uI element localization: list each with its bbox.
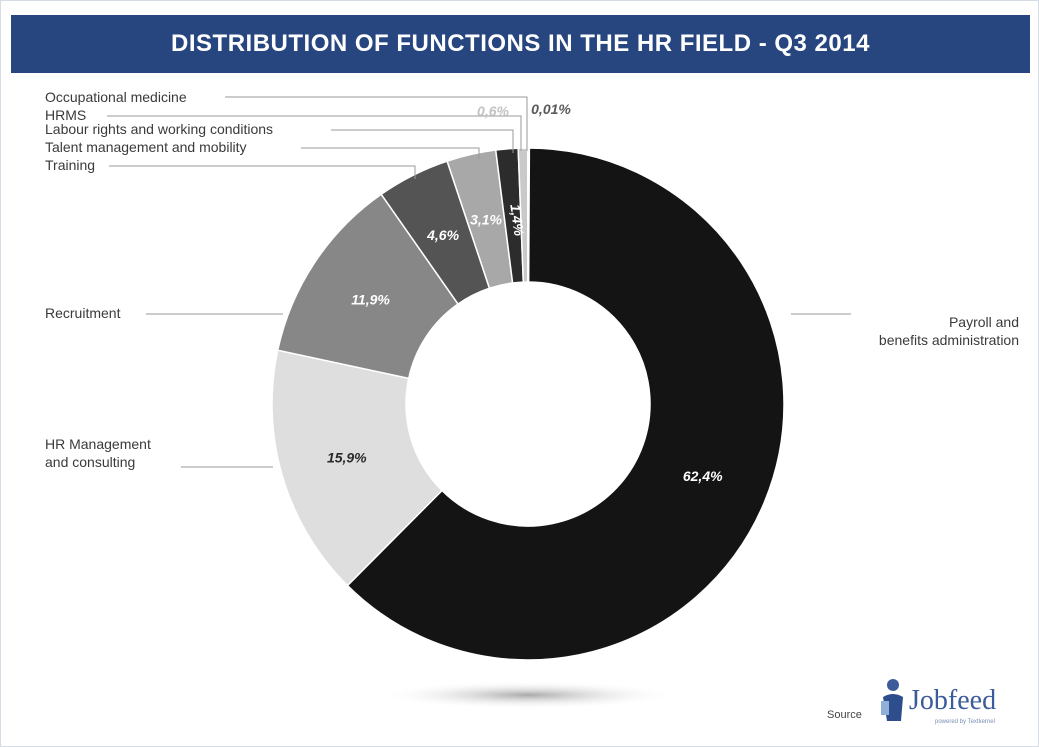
category-label-hr-management-and-consulting-line-2: and consulting	[45, 454, 135, 470]
logo-text: Jobfeed	[909, 685, 996, 716]
category-label-training: Training	[45, 157, 95, 173]
slices-layer	[271, 147, 785, 661]
value-label-payroll-and-benefits-administration: 62,4%	[683, 468, 723, 484]
category-label-labour-rights-and-working-conditions: Labour rights and working conditions	[45, 121, 273, 137]
jobfeed-logo-icon	[881, 679, 903, 721]
value-label-hrms: 0,6%	[477, 103, 509, 119]
category-label-hrms: HRMS	[45, 107, 86, 123]
leader-line-occupational-medicine	[225, 96, 528, 151]
leader-line-hrms	[107, 115, 522, 151]
category-label-hr-management-and-consulting-line-1: HR Management	[45, 436, 151, 452]
leader-lines-layer	[107, 96, 851, 468]
category-label-occupational-medicine: Occupational medicine	[45, 89, 187, 105]
category-labels-layer: Payroll and benefits administration HR Man…	[45, 89, 1019, 470]
jobfeed-logo[interactable]: Jobfeed powered by Textkernel	[879, 675, 1029, 731]
category-label-recruitment: Recruitment	[45, 305, 121, 321]
source-label: Source	[827, 709, 862, 721]
donut-slice-hr-management-and-consulting[interactable]	[271, 349, 444, 587]
leader-line-training	[109, 165, 416, 179]
value-label-talent-management-and-mobility: 3,1%	[470, 212, 502, 228]
value-labels-layer: 62,4% 15,9% 11,9% 4,6% 3,1% 1,4% 0,6% 0,01%	[327, 101, 723, 484]
value-label-training: 4,6%	[426, 227, 459, 243]
category-label-payroll-and-benefits-administration-line-2: benefits administration	[879, 332, 1019, 348]
title-banner: DISTRIBUTION OF FUNCTIONS IN THE HR FIEL…	[11, 15, 1030, 73]
category-label-talent-management-and-mobility: Talent management and mobility	[45, 139, 247, 155]
chart-shadow	[378, 681, 678, 709]
category-label-payroll-and-benefits-administration-line-1: Payroll and	[949, 314, 1019, 330]
leader-line-labour-rights-and-working-conditions	[331, 129, 514, 153]
donut-slice-payroll-and-benefits-administration[interactable]	[346, 147, 785, 661]
value-label-recruitment: 11,9%	[351, 291, 390, 307]
value-label-labour-rights-and-working-conditions: 1,4%	[507, 203, 527, 237]
source-block: Source Jobfeed powered by Textkernel	[827, 675, 1027, 735]
value-label-occupational-medicine: 0,01%	[531, 101, 571, 117]
value-label-hr-management-and-consulting: 15,9%	[327, 450, 367, 466]
leader-line-talent-management-and-mobility	[301, 147, 480, 159]
donut-slice-occupational-medicine[interactable]	[527, 147, 531, 283]
logo-tagline: powered by Textkernel	[935, 719, 995, 725]
chart-title: DISTRIBUTION OF FUNCTIONS IN THE HR FIEL…	[171, 30, 870, 57]
